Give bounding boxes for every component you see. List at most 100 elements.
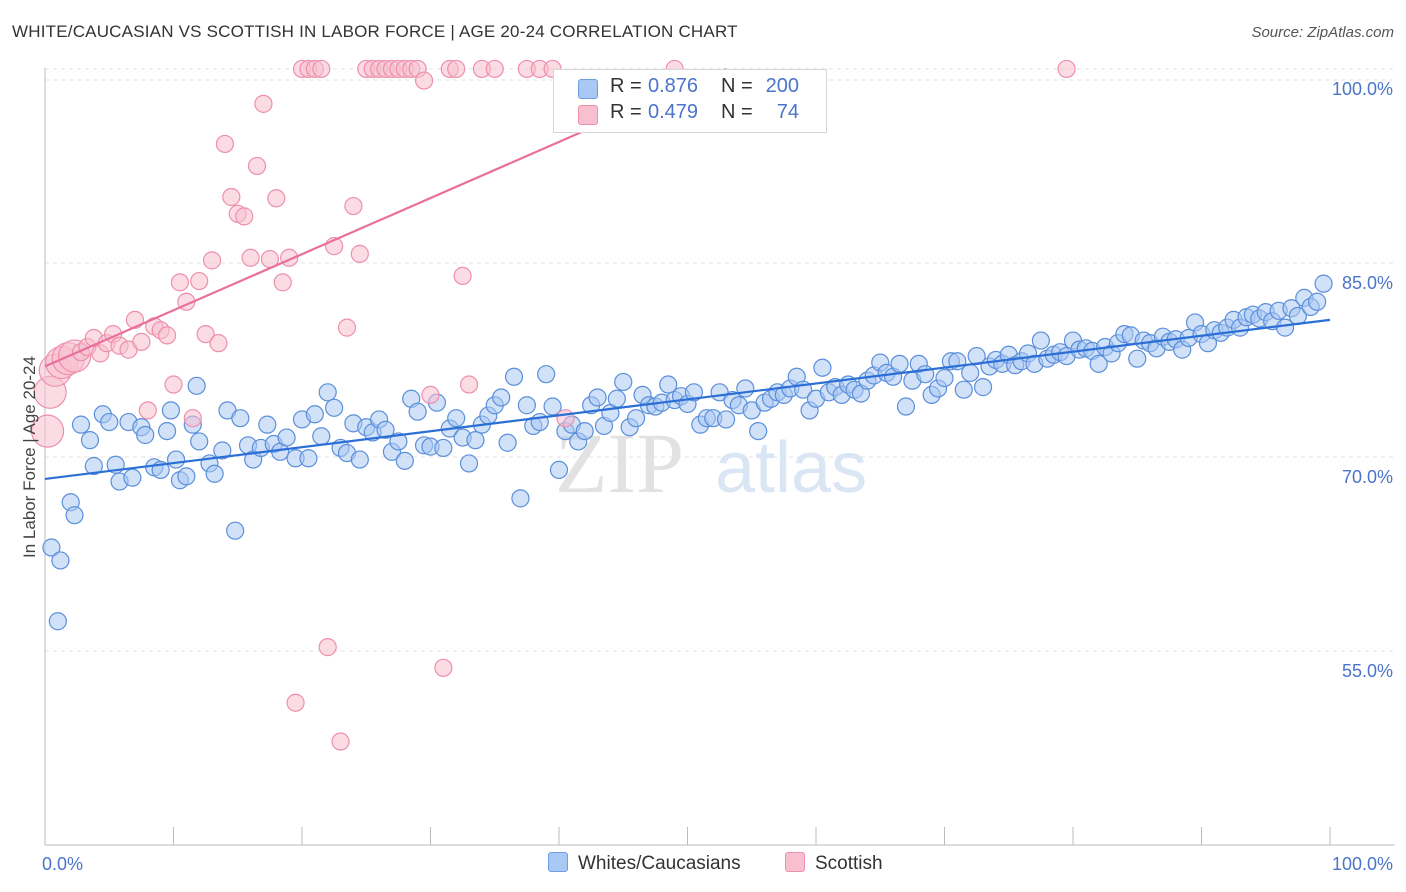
- whites-caucasians-point: [136, 425, 155, 445]
- scottish-point: [447, 59, 466, 79]
- whites-caucasians-point: [973, 378, 993, 397]
- whites-caucasians-point: [736, 379, 755, 398]
- whites-caucasians-point: [71, 415, 91, 434]
- scottish-point: [202, 251, 222, 270]
- legend-n-label: N =: [721, 101, 753, 123]
- whites-caucasians-point: [1308, 292, 1327, 311]
- whites-caucasians-point: [213, 441, 232, 460]
- whites-caucasians-point: [205, 464, 224, 483]
- whites-caucasians-point: [395, 451, 414, 470]
- scottish-point: [350, 244, 369, 263]
- scottish-point: [318, 638, 337, 657]
- correlation-legend: R = 0.876 N = 200 R = 0.479 N = 74: [553, 69, 827, 133]
- whites-caucasians-point: [575, 421, 594, 441]
- scottish-point: [459, 375, 479, 394]
- scottish-point: [312, 59, 331, 79]
- whites-caucasians-point: [498, 433, 517, 452]
- scottish-point: [273, 273, 292, 292]
- y-tick-label: 100.0%: [1332, 79, 1393, 99]
- scottish-point: [209, 334, 228, 353]
- whites-caucasians-point: [813, 358, 832, 377]
- bottom-legend-label-whites: Whites/Caucasians: [578, 853, 741, 874]
- legend-n-value: 74: [776, 101, 799, 123]
- whites-caucasians-point: [1031, 331, 1050, 350]
- axes: [44, 68, 1395, 846]
- whites-caucasians-point: [492, 388, 511, 407]
- whites-caucasians-point: [537, 365, 556, 384]
- scottish-point: [485, 59, 504, 79]
- bottom-legend-whites: Whites/Caucasians: [548, 852, 741, 875]
- scottish-point: [222, 187, 241, 207]
- whites-caucasians-point: [299, 449, 318, 468]
- whites-caucasians-point: [190, 432, 209, 451]
- whites-caucasians-point: [161, 401, 181, 420]
- whites-caucasians-point: [157, 421, 177, 441]
- scottish-point: [183, 409, 202, 428]
- scottish-point: [235, 207, 254, 226]
- whites-caucasians-point: [187, 376, 206, 395]
- gridlines: [45, 68, 1395, 652]
- chart-title: WHITE/CAUCASIAN VS SCOTTISH IN LABOR FOR…: [12, 22, 738, 41]
- scottish-point: [286, 693, 305, 712]
- bottom-legend-label-scottish: Scottish: [815, 853, 883, 874]
- legend-row-scottish: R = 0.479 N = 74: [554, 101, 826, 127]
- whites-caucasians-point: [166, 450, 186, 469]
- y-tick-label: 85.0%: [1342, 273, 1393, 293]
- scottish-point: [190, 271, 209, 291]
- whites-caucasians-point: [614, 372, 633, 392]
- whites-caucasians-point: [42, 538, 61, 557]
- legend-swatch-scottish: [578, 105, 598, 125]
- whites-caucasians-point: [447, 409, 466, 428]
- whites-caucasians-point: [511, 489, 530, 508]
- scottish-point: [421, 385, 440, 404]
- whites-caucasians-point: [1089, 354, 1108, 373]
- scottish-point: [331, 732, 350, 751]
- scottish-point: [556, 409, 575, 428]
- whites-caucasians-point: [65, 506, 84, 525]
- whites-caucasians-point: [459, 454, 479, 473]
- source-label: Source: ZipAtlas.com: [1251, 24, 1394, 41]
- whites-caucasians-points: [42, 274, 1333, 631]
- y-tick-label: 55.0%: [1342, 661, 1393, 681]
- scottish-point: [453, 266, 472, 285]
- whites-caucasians-point: [48, 612, 67, 631]
- whites-caucasians-point: [376, 420, 395, 439]
- whites-caucasians-point: [1314, 274, 1333, 293]
- legend-r-value: 0.479: [648, 101, 699, 123]
- scottish-point: [164, 375, 183, 394]
- whites-caucasians-point: [231, 409, 250, 428]
- whites-caucasians-point: [305, 405, 324, 424]
- whites-caucasians-point: [1128, 349, 1147, 368]
- whites-caucasians-point: [588, 388, 607, 407]
- y-axis-label: In Labor Force | Age 20-24: [20, 356, 39, 558]
- whites-caucasians-point: [408, 402, 427, 421]
- scottish-point: [30, 414, 65, 448]
- whites-caucasians-point: [434, 438, 453, 458]
- whites-caucasians-point: [258, 415, 277, 434]
- bottom-legend-scottish: Scottish: [785, 852, 883, 875]
- legend-swatch-whites: [578, 79, 598, 99]
- whites-caucasians-point: [100, 412, 119, 432]
- scottish-point: [414, 71, 434, 90]
- whites-caucasians-point: [684, 383, 704, 402]
- scottish-point: [138, 401, 157, 420]
- whites-caucasians-point: [749, 421, 768, 441]
- scottish-point: [170, 273, 190, 292]
- whites-caucasians-point: [1275, 318, 1295, 337]
- whites-caucasians-point: [626, 409, 646, 428]
- scottish-point: [254, 94, 273, 113]
- scottish-point: [215, 134, 234, 154]
- whites-caucasians-trend-line: [44, 318, 1331, 481]
- whites-caucasians-point: [177, 467, 196, 486]
- whites-caucasians-point: [312, 427, 331, 446]
- whites-caucasians-point: [84, 456, 103, 476]
- whites-caucasians-point: [80, 431, 100, 450]
- whites-caucasians-point: [607, 389, 626, 408]
- scottish-point: [1057, 59, 1076, 79]
- whites-caucasians-point: [716, 410, 736, 429]
- whites-caucasians-point: [318, 383, 337, 402]
- legend-row-whites: R = 0.876 N = 200: [554, 75, 826, 101]
- scottish-point: [132, 332, 151, 351]
- scottish-point: [196, 324, 215, 344]
